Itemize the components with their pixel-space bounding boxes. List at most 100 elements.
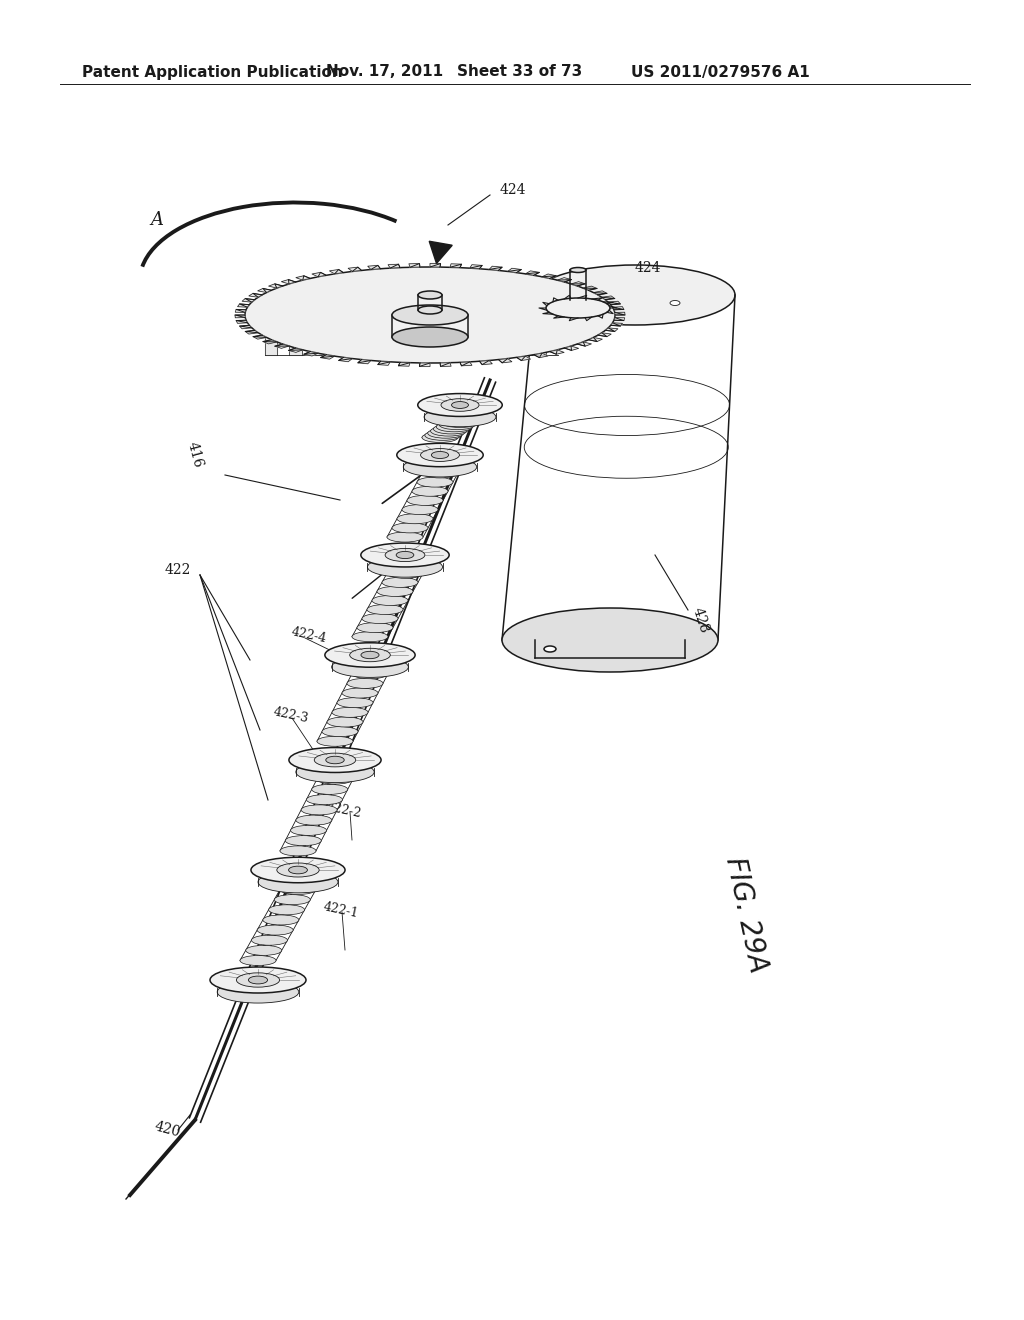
Ellipse shape	[425, 430, 461, 441]
Ellipse shape	[306, 795, 342, 805]
Polygon shape	[245, 330, 258, 334]
Ellipse shape	[441, 399, 479, 412]
Ellipse shape	[546, 298, 610, 318]
Polygon shape	[313, 330, 326, 355]
Ellipse shape	[347, 678, 383, 688]
Ellipse shape	[289, 866, 307, 874]
Polygon shape	[557, 277, 571, 282]
Ellipse shape	[442, 417, 478, 428]
Polygon shape	[509, 330, 521, 355]
Ellipse shape	[352, 632, 388, 642]
Ellipse shape	[544, 645, 556, 652]
Text: 422-4: 422-4	[290, 624, 328, 645]
Ellipse shape	[352, 669, 388, 678]
Polygon shape	[583, 286, 597, 290]
Polygon shape	[517, 356, 530, 360]
Ellipse shape	[402, 504, 438, 515]
Ellipse shape	[570, 268, 586, 272]
Ellipse shape	[245, 267, 615, 363]
Ellipse shape	[301, 805, 337, 814]
Ellipse shape	[418, 290, 442, 300]
Text: Sheet 33 of 73: Sheet 33 of 73	[458, 65, 583, 79]
Text: 424: 424	[635, 261, 662, 275]
Polygon shape	[589, 338, 602, 342]
Polygon shape	[387, 330, 399, 355]
Polygon shape	[614, 313, 625, 315]
Polygon shape	[429, 242, 453, 264]
Ellipse shape	[422, 433, 458, 442]
Text: Patent Application Publication: Patent Application Publication	[82, 65, 343, 79]
Ellipse shape	[280, 846, 316, 855]
Polygon shape	[409, 264, 420, 267]
Polygon shape	[479, 360, 493, 364]
Ellipse shape	[397, 444, 483, 467]
Polygon shape	[242, 298, 255, 302]
Ellipse shape	[439, 420, 475, 430]
Polygon shape	[338, 330, 350, 355]
Polygon shape	[249, 293, 262, 297]
Ellipse shape	[286, 836, 322, 846]
Polygon shape	[253, 335, 266, 339]
Ellipse shape	[372, 595, 408, 606]
Ellipse shape	[361, 651, 379, 659]
Text: A: A	[151, 211, 164, 228]
Polygon shape	[612, 306, 624, 310]
Ellipse shape	[342, 688, 378, 698]
Ellipse shape	[276, 863, 319, 876]
Polygon shape	[605, 327, 617, 331]
Ellipse shape	[412, 486, 449, 496]
Ellipse shape	[368, 557, 442, 577]
Ellipse shape	[317, 737, 353, 746]
Ellipse shape	[362, 614, 398, 623]
Text: 428: 428	[690, 606, 712, 635]
Ellipse shape	[296, 816, 332, 825]
Ellipse shape	[387, 569, 423, 578]
Polygon shape	[420, 363, 430, 367]
Text: 422-2: 422-2	[325, 800, 362, 820]
Polygon shape	[614, 318, 625, 321]
Polygon shape	[258, 289, 271, 293]
Polygon shape	[542, 275, 556, 279]
Polygon shape	[460, 362, 472, 366]
Ellipse shape	[502, 609, 718, 672]
Ellipse shape	[325, 643, 415, 667]
Polygon shape	[321, 355, 335, 359]
Text: 422-1: 422-1	[322, 900, 359, 920]
Ellipse shape	[407, 495, 443, 506]
Ellipse shape	[337, 698, 373, 708]
Polygon shape	[602, 296, 614, 300]
Polygon shape	[470, 265, 482, 269]
Ellipse shape	[249, 975, 267, 983]
Polygon shape	[499, 359, 512, 363]
Polygon shape	[484, 330, 497, 355]
Ellipse shape	[360, 543, 450, 568]
Text: 422: 422	[165, 564, 191, 577]
Polygon shape	[436, 330, 449, 355]
Polygon shape	[598, 333, 611, 337]
Polygon shape	[525, 271, 540, 276]
Ellipse shape	[387, 532, 423, 543]
Ellipse shape	[396, 552, 414, 558]
Ellipse shape	[291, 825, 327, 836]
Polygon shape	[608, 301, 621, 305]
Ellipse shape	[670, 301, 680, 305]
Ellipse shape	[382, 577, 418, 587]
Ellipse shape	[246, 945, 282, 956]
Polygon shape	[240, 325, 252, 329]
Polygon shape	[564, 346, 579, 350]
Ellipse shape	[274, 895, 310, 904]
Ellipse shape	[392, 327, 468, 347]
Polygon shape	[388, 264, 400, 268]
Ellipse shape	[327, 717, 362, 727]
Polygon shape	[263, 339, 276, 345]
Polygon shape	[289, 348, 303, 352]
Ellipse shape	[421, 449, 460, 462]
Polygon shape	[440, 363, 452, 367]
Text: FIG. 29A: FIG. 29A	[720, 854, 772, 975]
Polygon shape	[330, 269, 343, 273]
Text: US 2011/0279576 A1: US 2011/0279576 A1	[631, 65, 809, 79]
Ellipse shape	[317, 774, 353, 784]
Ellipse shape	[367, 605, 403, 615]
Ellipse shape	[377, 586, 413, 597]
Ellipse shape	[430, 426, 467, 436]
